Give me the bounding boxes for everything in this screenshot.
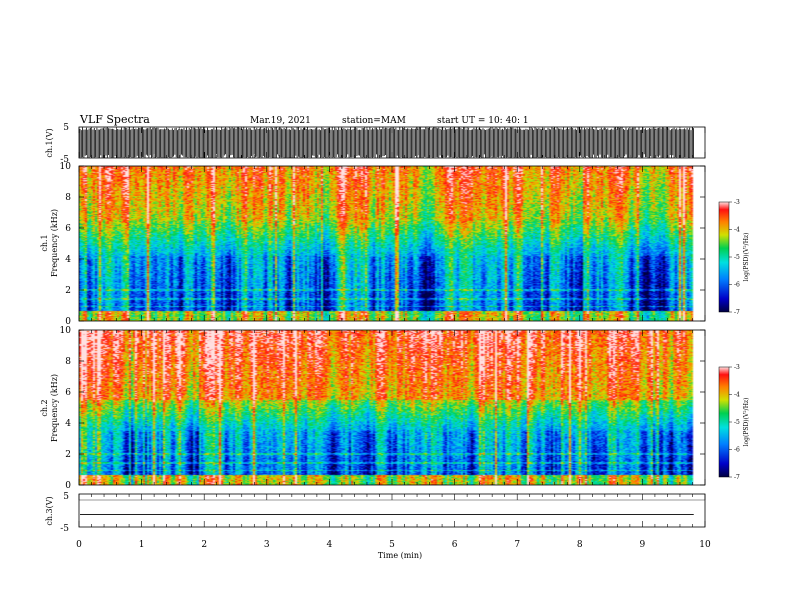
ch1-spectrogram-yticks: 0 2 4 6 8 10 [60,162,705,327]
ch1-colorbar-label: log(PSD)(V²/Hz) [743,233,750,282]
ch2-colorbar-tick-label: -7 [734,474,740,481]
ch1-waveform-trace [79,127,694,158]
figure-title: VLF Spectra [79,113,150,126]
header-station: station=MAM [342,116,406,126]
ch3-ytick-5: 5 [63,492,69,502]
ch1-waveform-envelope [79,127,694,158]
time-tick-label: 7 [514,540,520,550]
time-tick-label: 10 [699,540,711,550]
time-axis-ticks [78,127,706,527]
ch2-spectrogram-ytick-label: 10 [60,326,72,336]
ch1-colorbar-ticks: -3 -4 -5 -6 -7 [729,199,740,316]
time-tick-label: 5 [389,540,395,550]
header-start-time: start UT = 10: 40: 1 [437,116,529,126]
ch1-spectrogram-ytick-label: 10 [60,162,72,172]
time-tick-label: 2 [201,540,207,550]
ch2-spectrogram-ytick-label: 4 [65,419,71,429]
ch3-waveform-ylabel: ch.3(V) [45,496,54,525]
ch3-ytick-neg5: -5 [60,524,69,534]
ch1-waveform-panel: 5 -5 ch.1(V) [45,123,706,165]
ch1-spectrogram-image [79,166,705,321]
ch1-colorbar-tick-label: -7 [734,309,740,316]
time-tick-label: 9 [640,540,646,550]
ch2-colorbar [718,366,730,478]
ch1-colorbar [718,201,730,313]
ch2-colorbar-ticks: -3 -4 -5 -6 -7 [729,364,740,481]
ch1-colorbar-tick-label: -3 [734,199,740,206]
ch1-spectrogram-ytick-label: 2 [65,286,71,296]
ch3-waveform-panel: 5 -5 ch.3(V) [45,492,706,534]
ch1-colorbar-tick-label: -4 [734,227,740,234]
ch2-colorbar-tick-label: -4 [734,392,740,399]
ch1-spectrogram-ytick-label: 4 [65,255,71,265]
ch1-spectrogram-ytick-label: 6 [65,224,71,234]
ch2-spectrogram-ylabel-channel: ch.2 [40,399,49,416]
ch1-spectrogram-ylabel-frequency: Frequency (kHz) [50,209,59,277]
ch2-spectrogram-image [79,330,705,485]
ch1-colorbar-tick-label: -5 [734,254,740,261]
ch1-spectrogram-ytick-label: 8 [65,193,71,203]
time-axis-tick-labels: 0 1 2 3 4 5 6 7 8 9 10 [76,540,711,550]
time-tick-label: 1 [139,540,145,550]
ch2-spectrogram-yticks: 0 2 4 6 8 10 [60,326,705,491]
ch2-spectrogram-ytick-label: 0 [65,481,71,491]
time-tick-label: 3 [264,540,270,550]
ch1-ytick-5: 5 [63,123,69,133]
ch2-spectrogram-ytick-label: 6 [65,388,71,398]
ch2-spectrogram-ylabel-frequency: Frequency (kHz) [50,374,59,442]
ch2-spectrogram-ytick-label: 2 [65,450,71,460]
header-date: Mar.19, 2021 [250,116,311,126]
ch1-spectrogram-ylabel-channel: ch.1 [40,234,49,251]
ch2-colorbar-tick-label: -6 [734,447,740,454]
time-tick-label: 4 [327,540,333,550]
ch1-waveform-ylabel: ch.1(V) [45,128,54,157]
ch1-ytick-neg5: -5 [60,155,69,165]
ch2-colorbar-tick-label: -3 [734,364,740,371]
ch2-spectrogram-ytick-label: 8 [65,357,71,367]
time-tick-label: 6 [452,540,458,550]
ch1-colorbar-tick-label: -6 [734,282,740,289]
time-axis-label: Time (min) [378,551,422,560]
time-tick-label: 8 [577,540,583,550]
ch1-spectrogram-ytick-label: 0 [65,317,71,327]
time-tick-label: 0 [76,540,82,550]
ch2-colorbar-tick-label: -5 [734,419,740,426]
ch2-colorbar-label: log(PSD)(V²/Hz) [743,398,750,447]
